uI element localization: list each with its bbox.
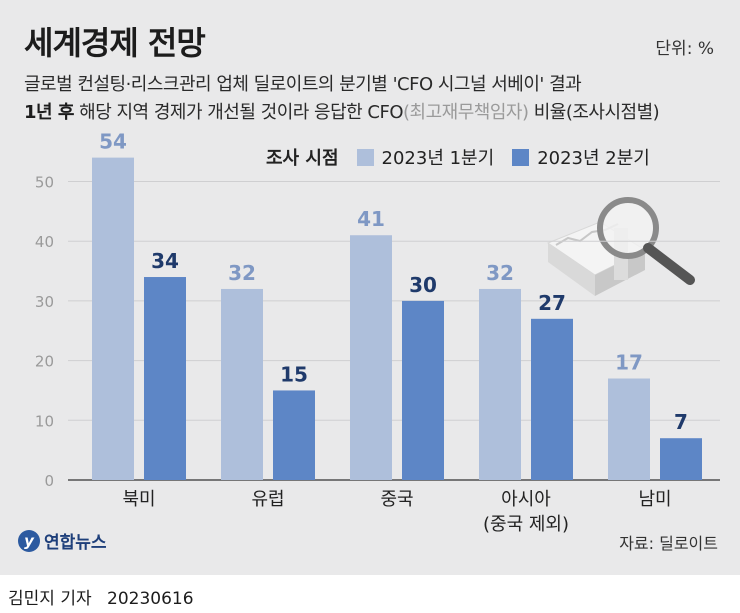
bar-chart: 0 10 20 30 40 50 54 34 32 15 41 30 32 27 17 7 북미 유럽 중국 아시… (35, 130, 720, 535)
source-label: 자료: 딜로이트 (619, 534, 718, 553)
yonhap-logo: y 연합뉴스 (18, 528, 107, 553)
legend-item-q2: 2023년 2분기 (512, 144, 650, 170)
subtitle-part-b: 비율(조사시점별) (528, 102, 660, 123)
author: 김민지 기자 (8, 589, 92, 609)
magnifier-chart-icon (546, 197, 695, 296)
data-label: 7 (674, 410, 688, 434)
subtitle-part-a: 해당 지역 경제가 개선될 것이라 응답한 CFO (73, 102, 404, 123)
category-label: 북미 (122, 489, 155, 510)
subtitle-emphasis: 1년 후 (24, 102, 74, 123)
chart-card: 세계경제 전망 단위: % 글로벌 컨설팅·리스크관리 업체 딜로이트의 분기별… (0, 0, 740, 575)
legend-swatch-q2 (512, 148, 530, 166)
legend-item-q1: 2023년 1분기 (356, 144, 495, 170)
logo-text: 연합뉴스 (44, 533, 107, 553)
legend-label-q2: 2023년 2분기 (537, 148, 650, 169)
category-sublabel: (중국 제외) (483, 514, 569, 535)
subtitle-line-1: 글로벌 컨설팅·리스크관리 업체 딜로이트의 분기별 'CFO 시그널 서베이'… (24, 74, 582, 95)
byline: 김민지 기자 20230616 (8, 584, 204, 609)
date: 20230616 (107, 589, 194, 609)
y-tick-label: 10 (35, 412, 54, 430)
bar-q2 (531, 318, 573, 480)
bar-q1 (92, 157, 134, 480)
data-label: 34 (151, 249, 179, 273)
bar-q2 (402, 300, 444, 480)
unit-label: 단위: % (655, 39, 714, 59)
legend-label-q1: 2023년 1분기 (381, 148, 495, 169)
y-tick-label: 50 (35, 174, 54, 192)
y-tick-label: 40 (35, 233, 54, 251)
bar-q2 (660, 438, 702, 480)
bar-q2 (273, 390, 315, 480)
subtitle-muted: (최고재무책임자) (403, 102, 529, 123)
legend: 조사 시점 2023년 1분기 2023년 2분기 (266, 144, 668, 170)
data-label: 30 (409, 273, 437, 297)
category-label: 중국 (380, 489, 413, 510)
data-label: 17 (615, 351, 643, 375)
subtitle-line-2: 1년 후 해당 지역 경제가 개선될 것이라 응답한 CFO(최고재무책임자) … (24, 98, 660, 124)
logo-mark-icon: y (18, 529, 40, 552)
bar-q1 (479, 288, 521, 480)
data-label: 41 (357, 207, 385, 231)
bar-q1 (350, 235, 392, 480)
data-label: 27 (538, 291, 566, 315)
data-label: 32 (486, 261, 514, 285)
y-tick-label: 20 (35, 353, 54, 371)
category-label: 유럽 (251, 489, 284, 510)
data-label: 32 (228, 261, 256, 285)
y-tick-label: 0 (44, 472, 54, 490)
bar-q1 (608, 378, 650, 480)
legend-swatch-q1 (356, 148, 374, 166)
bar-q2 (144, 277, 186, 480)
category-label: 남미 (638, 489, 671, 510)
category-label: 아시아 (501, 489, 551, 510)
page-title: 세계경제 전망 (24, 24, 206, 62)
bar-q1 (221, 288, 263, 480)
data-label: 54 (99, 130, 127, 154)
data-label: 15 (280, 362, 308, 386)
legend-title: 조사 시점 (266, 148, 339, 169)
y-tick-label: 30 (35, 293, 54, 311)
